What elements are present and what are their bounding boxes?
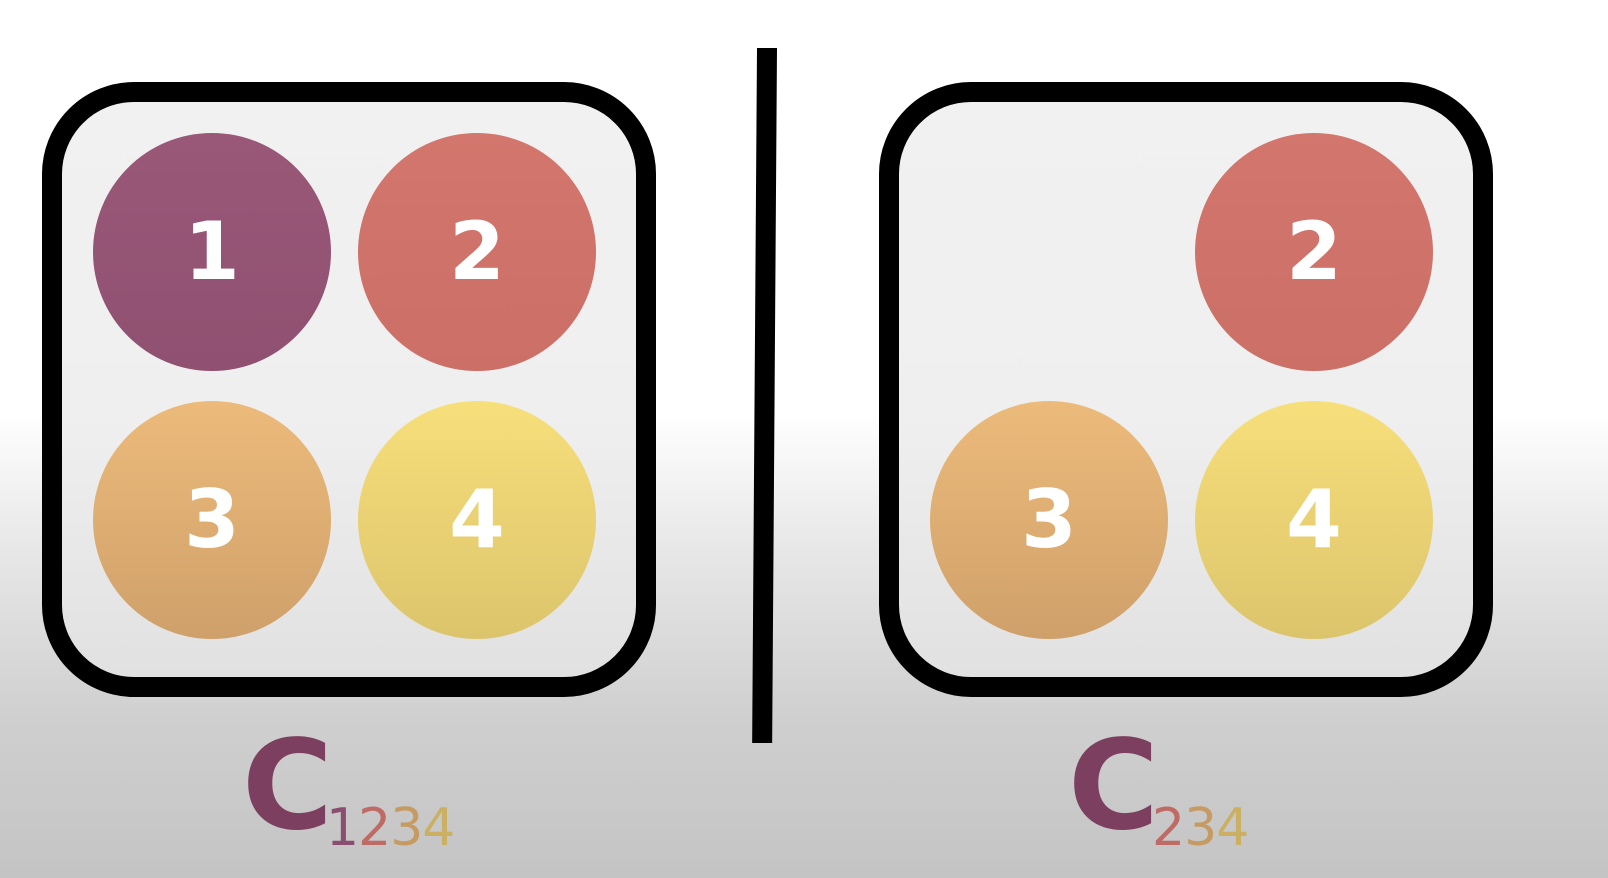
subscript-digit-1: 1	[326, 798, 359, 858]
circle-3-label: 3	[184, 473, 240, 566]
subscript-digit-2: 2	[1152, 798, 1185, 858]
left-container: 1 2 3 4	[42, 82, 656, 697]
circle-2-label: 2	[449, 205, 505, 298]
circle-3-label: 3	[1021, 473, 1077, 566]
divider-line	[752, 48, 777, 743]
set-subscript: 1234	[326, 798, 455, 858]
circle-3: 3	[930, 401, 1168, 639]
subscript-digit-2: 2	[358, 798, 391, 858]
circle-4-label: 4	[449, 473, 505, 566]
set-subscript: 234	[1152, 798, 1249, 858]
circle-4: 4	[1195, 401, 1433, 639]
circle-1: 1	[93, 133, 331, 371]
circle-2: 2	[358, 133, 596, 371]
circle-2: 2	[1195, 133, 1433, 371]
left-set-label: C 1234	[242, 724, 462, 864]
set-symbol: C	[242, 714, 334, 858]
subscript-digit-4: 4	[1216, 798, 1249, 858]
set-symbol: C	[1068, 714, 1160, 858]
subscript-digit-3: 3	[390, 798, 423, 858]
circle-2-label: 2	[1286, 205, 1342, 298]
circle-3: 3	[93, 401, 331, 639]
circle-4-label: 4	[1286, 473, 1342, 566]
subscript-digit-4: 4	[422, 798, 455, 858]
right-set-label: C 234	[1068, 724, 1288, 864]
circle-4: 4	[358, 401, 596, 639]
circle-1-label: 1	[184, 205, 240, 298]
subscript-digit-3: 3	[1184, 798, 1217, 858]
right-container: 2 3 4	[879, 82, 1493, 697]
